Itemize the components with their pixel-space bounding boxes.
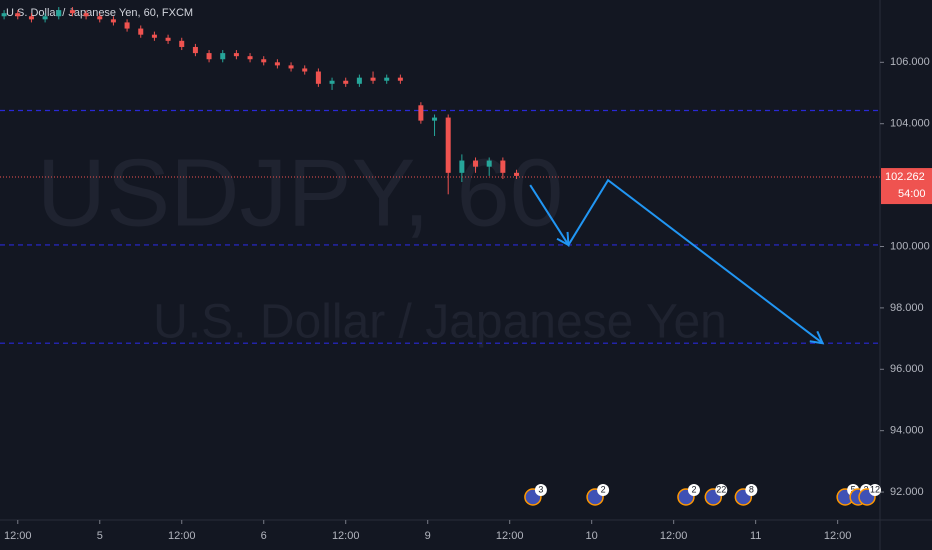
arrow-head xyxy=(556,231,570,247)
candle-body xyxy=(384,77,390,81)
x-tick-label: 6 xyxy=(261,530,267,542)
event-badge xyxy=(869,484,882,496)
candle-body xyxy=(220,53,226,60)
last-price-box xyxy=(881,168,932,205)
watermark: USDJPY, 60 xyxy=(37,139,564,246)
candle-body xyxy=(397,77,403,81)
chart-title: U.S. Dollar / Japanese Yen, 60, FXCM xyxy=(6,7,193,19)
candle-body xyxy=(1,13,7,17)
countdown: 54:00 xyxy=(898,188,926,200)
y-tick-label: 106.000 xyxy=(890,56,930,68)
x-tick-label: 5 xyxy=(97,530,103,542)
candle-body xyxy=(151,34,157,38)
y-tick-label: 94.000 xyxy=(890,425,924,437)
candle-body xyxy=(445,117,451,173)
candle-body xyxy=(486,160,492,167)
watermark-subtitle: U.S. Dollar / Japanese Yen xyxy=(153,296,727,349)
x-tick-label: 12:00 xyxy=(332,530,360,542)
last-price-label: 102.262 xyxy=(885,171,925,183)
candle-body xyxy=(206,53,212,60)
candle-body xyxy=(179,40,185,47)
y-tick-label: 92.000 xyxy=(890,486,924,498)
candle-body xyxy=(69,10,75,14)
x-tick-label: 12:00 xyxy=(824,530,852,542)
candle-body xyxy=(315,71,321,84)
candle-body xyxy=(247,56,253,60)
candle-body xyxy=(274,62,280,66)
candle-body xyxy=(192,46,198,54)
event-label: 22 xyxy=(716,484,726,494)
candle-body xyxy=(370,77,376,81)
candle-body xyxy=(28,16,34,20)
candle-body xyxy=(110,19,116,23)
trend-drawing xyxy=(529,178,824,344)
event-badge xyxy=(687,484,700,496)
event-badge xyxy=(745,484,758,496)
candle-body xyxy=(459,160,465,173)
candle-body xyxy=(15,13,21,17)
y-tick-label: 104.000 xyxy=(890,118,930,130)
x-tick-label: 12:00 xyxy=(660,530,688,542)
event-label: 2 xyxy=(691,484,696,494)
candle-body xyxy=(83,13,89,17)
candle-body xyxy=(233,53,239,57)
candle-body xyxy=(432,117,438,121)
event-label: 5 xyxy=(851,484,856,494)
event-label: 3 xyxy=(538,484,543,494)
candle-body xyxy=(329,80,335,84)
event-label: 8 xyxy=(749,484,754,494)
candle-body xyxy=(288,65,294,69)
candle-body xyxy=(138,28,144,35)
x-tick-label: 12:00 xyxy=(168,530,196,542)
candle-body xyxy=(500,160,506,173)
event-label: 2 xyxy=(601,484,606,494)
candle-body xyxy=(514,172,520,176)
y-tick-label: 100.000 xyxy=(890,240,930,252)
y-tick-label: 96.000 xyxy=(890,363,924,375)
x-tick-label: 10 xyxy=(586,530,598,542)
candle-body xyxy=(97,16,103,20)
candle-body xyxy=(56,10,62,17)
event-label: 12 xyxy=(870,484,880,494)
candle-body xyxy=(418,105,424,121)
candle-body xyxy=(42,16,48,20)
x-tick-label: 9 xyxy=(425,530,431,542)
candle-body xyxy=(343,80,349,84)
arrow-head xyxy=(809,330,825,345)
candle-body xyxy=(473,160,479,167)
candle-body xyxy=(302,68,308,72)
event-badge xyxy=(597,484,610,496)
candle-body xyxy=(124,22,130,29)
candle-body xyxy=(356,77,362,84)
x-tick-label: 11 xyxy=(750,530,761,542)
event-badge xyxy=(715,484,728,496)
event-badge xyxy=(534,484,547,496)
x-tick-label: 12:00 xyxy=(496,530,524,542)
candle-body xyxy=(165,37,171,41)
x-tick-label: 12:00 xyxy=(4,530,32,542)
candle-body xyxy=(261,59,267,63)
y-tick-label: 98.000 xyxy=(890,302,924,314)
